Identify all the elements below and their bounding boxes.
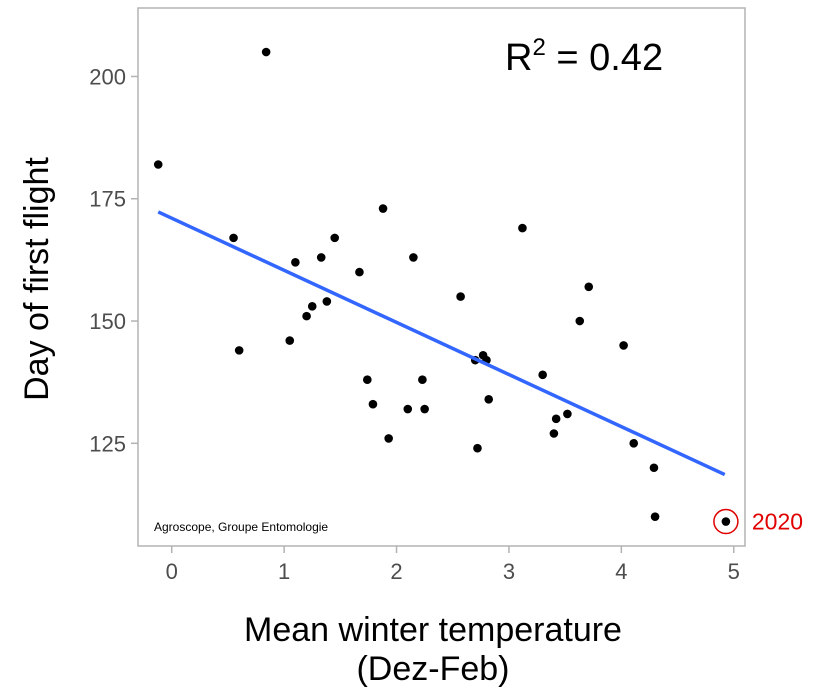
data-point — [403, 404, 413, 414]
x-tick-label: 3 — [503, 559, 515, 584]
data-point — [473, 443, 482, 453]
data-point — [721, 517, 731, 526]
data-point — [409, 253, 418, 262]
data-point — [291, 258, 300, 267]
data-points — [153, 47, 731, 526]
data-point — [418, 375, 427, 385]
data-point — [378, 204, 388, 213]
data-point — [551, 414, 561, 424]
data-point — [384, 434, 393, 443]
data-point — [619, 341, 628, 350]
y-tick-label: 150 — [89, 309, 126, 334]
x-axis-title: Mean winter temperature — [244, 611, 622, 649]
data-point — [322, 297, 332, 306]
data-point — [261, 47, 271, 57]
data-point — [420, 404, 429, 414]
highlight-label: 2020 — [752, 509, 803, 535]
data-point — [456, 292, 465, 301]
data-point — [650, 512, 660, 521]
credit-text: Agroscope, Groupe Entomologie — [154, 520, 328, 534]
data-point — [234, 346, 244, 355]
x-tick-label: 5 — [728, 559, 740, 584]
data-point — [649, 463, 659, 473]
data-point — [363, 375, 372, 385]
r-squared-annotation: R2 = 0.42 — [505, 34, 663, 79]
data-point — [584, 282, 594, 292]
data-point — [518, 223, 527, 233]
data-point — [629, 438, 639, 448]
x-tick-label: 1 — [278, 559, 290, 584]
highlight-ring — [713, 508, 739, 535]
data-point — [549, 429, 559, 438]
data-point — [575, 316, 585, 326]
data-point — [285, 336, 295, 345]
data-point — [302, 311, 311, 321]
data-point — [229, 233, 238, 243]
y-tick-label: 125 — [89, 431, 126, 456]
y-tick-label: 175 — [89, 187, 126, 212]
data-point — [355, 267, 364, 277]
y-axis-title: Day of first flight — [18, 157, 56, 401]
data-point — [307, 302, 317, 311]
x-axis-subtitle: (Dez-Feb) — [356, 650, 509, 688]
data-point — [368, 399, 378, 409]
data-point — [563, 409, 572, 419]
highlight-group: 2020 — [713, 508, 803, 535]
x-tick-label: 4 — [615, 559, 627, 584]
data-point — [316, 253, 326, 262]
axes-group: 0 1 2 3 4 5 125 150 175 200 — [89, 7, 746, 584]
data-point — [153, 160, 163, 169]
plot-panel-border — [137, 7, 746, 547]
trendline-group — [157, 210, 726, 477]
data-point — [538, 370, 547, 380]
data-point — [484, 394, 494, 404]
y-tick-label: 200 — [89, 64, 126, 89]
data-point — [330, 233, 340, 243]
x-tick-label: 2 — [390, 559, 402, 584]
x-tick-label: 0 — [166, 559, 178, 584]
trendline — [157, 210, 726, 477]
